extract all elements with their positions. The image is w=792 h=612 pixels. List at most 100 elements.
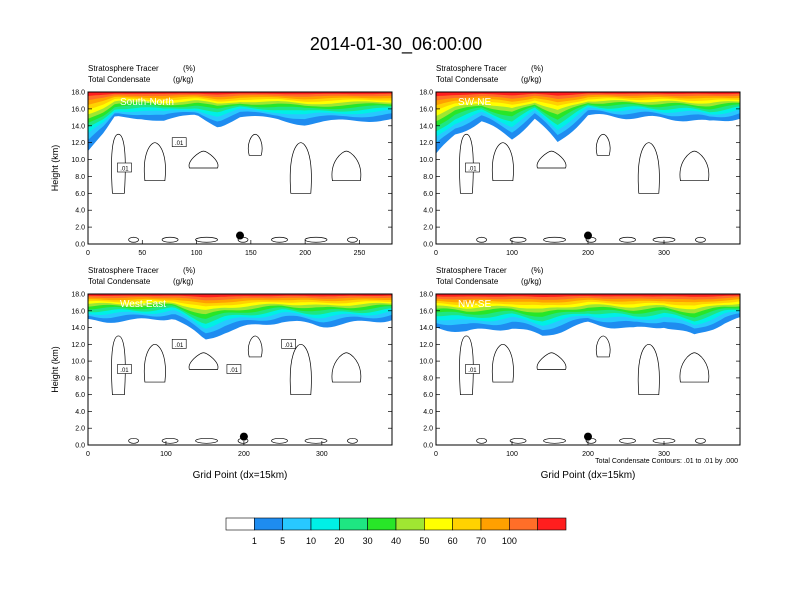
panel-title-tracer: Stratosphere Tracer [88, 266, 159, 275]
condensate-contour [536, 352, 567, 370]
colorbar-label: 60 [448, 536, 458, 546]
y-tick-label: 12.0 [419, 140, 433, 147]
y-tick-label: 10.0 [71, 157, 85, 164]
panel-unit-tracer: (%) [531, 266, 544, 275]
colorbar-swatch [424, 517, 453, 531]
panel-2: .01 0.0 2.0 4.0 6.0 8.0 10.0 12.0 14.0 16.0 18.0 0 1… [419, 64, 741, 257]
panels-group: .01 .01 0.0 2.0 4.0 6.0 8.0 10.0 12.0 14.0 16.0 18.… [50, 64, 741, 481]
condensate-contours [459, 133, 710, 243]
panel-1: .01 .01 0.0 2.0 4.0 6.0 8.0 10.0 12.0 14.0 16.0 18.… [50, 64, 393, 257]
panel-unit-tracer: (%) [531, 64, 544, 73]
condensate-contour [188, 150, 219, 169]
condensate-contour [543, 437, 566, 444]
condensate-contour [143, 343, 166, 383]
colorbar-swatch [310, 517, 340, 531]
x-tick-label: 300 [316, 451, 328, 458]
cross-section-label: South-North [120, 97, 174, 108]
tracer-field [436, 92, 740, 154]
condensate-contour [331, 150, 362, 182]
y-axis-label: Height (km) [50, 145, 60, 192]
x-tick-label: 0 [434, 250, 438, 257]
colorbar-swatch [509, 517, 538, 531]
condensate-contour [619, 437, 636, 444]
condensate-contour [595, 133, 611, 156]
panel-unit-condensate: (g/kg) [521, 75, 542, 84]
svg-text:.01: .01 [230, 368, 239, 374]
contour-label: .01 [281, 339, 296, 349]
y-tick-label: 4.0 [423, 409, 433, 416]
y-tick-label: 4.0 [75, 409, 85, 416]
tracer-band-11 [88, 92, 392, 96]
y-tick-label: 0.0 [75, 242, 85, 249]
colorbar-swatch [480, 517, 510, 531]
condensate-contour [195, 437, 218, 444]
panel-unit-condensate: (g/kg) [173, 75, 194, 84]
svg-text:.01: .01 [468, 368, 477, 374]
condensate-contour [695, 236, 706, 243]
colorbar-label: 70 [476, 536, 486, 546]
condensate-contour [161, 236, 179, 243]
y-tick-label: 14.0 [419, 123, 433, 130]
x-tick-label: 200 [299, 250, 311, 257]
tracer-field [88, 294, 392, 340]
tracer-field [436, 294, 740, 336]
y-axis-label: Height (km) [50, 346, 60, 393]
colorbar-swatch [225, 517, 255, 531]
panel-unit-condensate: (g/kg) [173, 277, 194, 286]
location-marker [584, 231, 592, 240]
condensate-contour [247, 335, 263, 358]
tracer-band-11 [436, 294, 740, 297]
condensate-contour [637, 142, 660, 194]
colorbar-label: 50 [419, 536, 429, 546]
contour-label: .01 [465, 364, 480, 374]
colorbar-label: 1 [252, 536, 257, 546]
y-tick-label: 12.0 [71, 140, 85, 147]
colorbar-swatch [367, 517, 397, 531]
y-tick-label: 8.0 [423, 174, 433, 181]
y-tick-label: 8.0 [75, 375, 85, 382]
panel-unit-condensate: (g/kg) [521, 277, 542, 286]
condensate-contour [347, 437, 358, 444]
y-tick-label: 16.0 [419, 106, 433, 113]
panel-title-tracer: Stratosphere Tracer [436, 266, 507, 275]
panel-unit-tracer: (%) [183, 64, 196, 73]
panel-unit-tracer: (%) [183, 266, 196, 275]
condensate-contour [509, 236, 527, 243]
colorbar-swatch [537, 517, 567, 531]
condensate-contour [289, 343, 312, 396]
colorbar-swatch [452, 517, 482, 531]
y-tick-label: 16.0 [71, 308, 85, 315]
y-tick-label: 2.0 [423, 426, 433, 433]
y-tick-label: 14.0 [71, 325, 85, 332]
colorbar-label: 5 [280, 536, 285, 546]
condensate-contour [679, 150, 710, 182]
colorbar-swatch [395, 517, 425, 531]
y-tick-label: 0.0 [423, 443, 433, 450]
x-tick-label: 200 [582, 451, 594, 458]
x-tick-label: 0 [434, 451, 438, 458]
location-marker [236, 231, 244, 240]
y-tick-label: 10.0 [419, 359, 433, 366]
footnote-text: Total Condensate Contours: .01 to .01 by… [595, 458, 738, 465]
svg-text:.01: .01 [120, 368, 129, 374]
cross-section-label: SW-NE [458, 97, 491, 108]
x-tick-label: 300 [658, 451, 670, 458]
condensate-contour [289, 142, 312, 194]
colorbar-swatch [282, 517, 312, 531]
y-tick-label: 14.0 [71, 123, 85, 130]
y-tick-label: 6.0 [423, 392, 433, 399]
tracer-band-10 [88, 92, 392, 101]
condensate-contours [111, 335, 362, 444]
x-tick-label: 100 [506, 451, 518, 458]
tracer-field [88, 92, 392, 152]
x-tick-label: 150 [245, 250, 257, 257]
plot-frame [87, 91, 393, 245]
condensate-contour [347, 236, 358, 243]
figure-title: 2014-01-30_06:00:00 [310, 34, 482, 55]
contour-label: .01 [117, 162, 132, 173]
y-tick-label: 4.0 [75, 208, 85, 215]
y-tick-label: 16.0 [71, 106, 85, 113]
condensate-contour [143, 142, 166, 182]
condensate-contour [595, 335, 611, 358]
